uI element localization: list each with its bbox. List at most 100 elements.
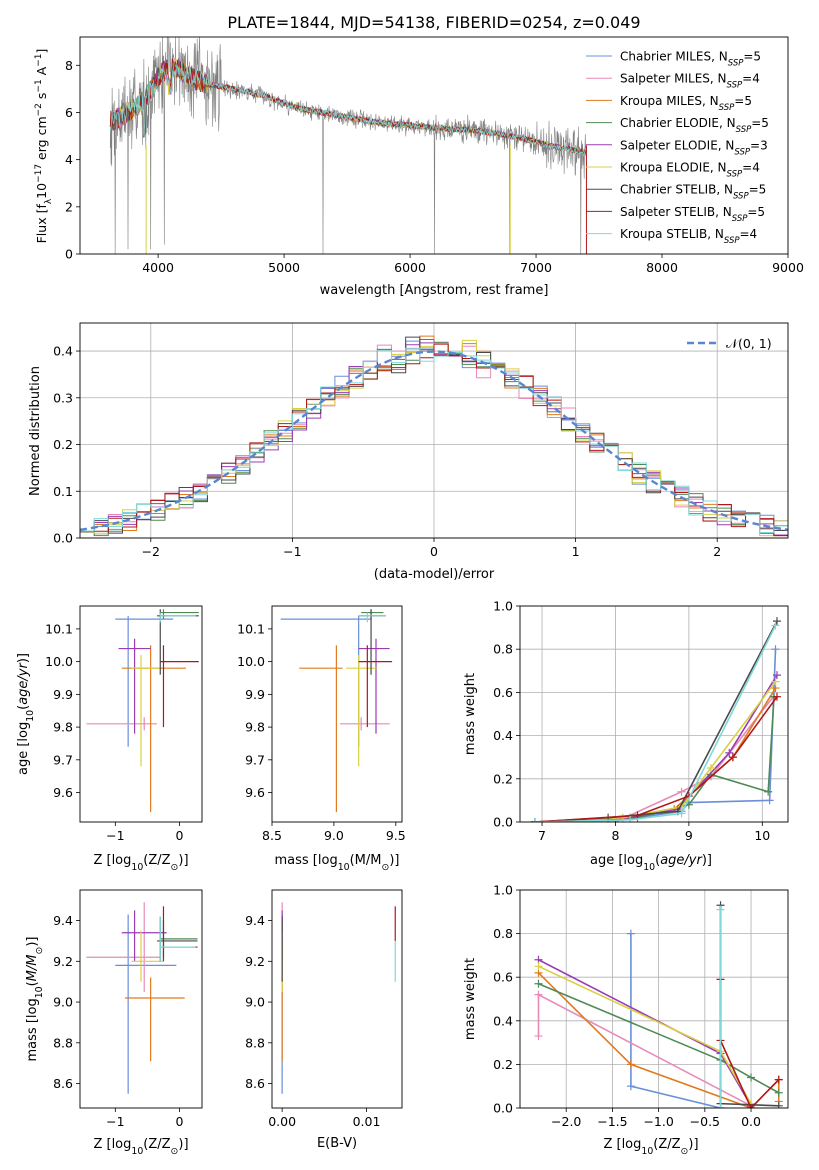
weight-marker [534,990,543,999]
y-axis-label: Normed distribution [28,366,43,496]
axis-label-part: 10 [131,1146,143,1157]
legend-count: =5 [734,94,752,108]
x-tick-label: 4000 [142,260,174,275]
axis-label-part: Flux [f [34,204,49,244]
y-tick-label: 0.1 [53,484,73,499]
axis-label-part: (Z/Z [653,1137,680,1152]
errorbar-point [160,609,199,620]
observed-spectrum [109,37,587,254]
legend-entry: Salpeter MILES, NSSP=4 [620,72,760,91]
x-tick-label: 9000 [772,260,804,275]
x-axis-label: E(B-V) [317,1136,357,1151]
y-tick-label: 0.6 [493,970,513,985]
legend-entry: Chabrier MILES, NSSP=5 [620,50,761,69]
errorbar-point [280,615,372,747]
axis-label-part: ] [34,49,49,54]
axis-label-part: ⊙ [171,1146,179,1157]
legend-label: Kroupa ELODIE, N [620,161,727,175]
y-tick-label: 8.6 [53,1076,73,1091]
axes-residuals: −2 −1 0 1 2 0.0 0.1 0.2 0.3 0.4 [53,322,789,559]
x-axis-label: (data-model)/error [374,567,495,582]
y-tick-label: 9.9 [53,687,73,702]
residual-histogram [80,347,788,533]
axis-label: mass [log10(M/M⊙)] [25,937,45,1062]
weight-marker [774,1101,783,1108]
errorbar-point [358,638,390,734]
axes-weight-vs-age: 7 8 9 10 0.0 0.2 0.4 0.6 0.8 1.0 [493,599,789,843]
axis-label: Z [log10(Z/Z⊙)] [93,853,188,873]
axis-label: Z [log10(Z/Z⊙)] [93,1137,188,1157]
axes-age-vs-mass: 8.5 9.0 9.5 9.6 9.7 9.8 9.9 10.0 10.1 [237,605,406,843]
weight-marker [772,671,781,680]
weight-marker [725,748,734,757]
errorbar-point [358,612,386,623]
weight-marker [728,753,737,762]
axes-spectrum: 4000 5000 6000 7000 8000 9000 0 2 4 6 8 [65,36,804,275]
errorbar-point [121,645,186,813]
x-tick-label: −1 [106,1114,124,1129]
axis-label-part: )] [688,1137,698,1152]
legend-sub: SSP [727,170,743,180]
y-axis-label: mass weight [463,958,478,1040]
x-tick-label: −1 [106,828,124,843]
weight-marker [716,905,725,914]
legend-label: Kroupa MILES, N [620,94,719,108]
axis-label-part: (Z/Z [143,1137,170,1152]
errorbar-point [358,645,393,728]
y-tick-label: 0.6 [493,685,513,700]
weight-line [534,620,778,822]
legend-label: Chabrier MILES, N [620,50,728,64]
weight-marker [677,787,686,796]
errorbar-point [131,930,164,982]
weight-marker [534,1032,543,1041]
x-tick-label: 7000 [520,260,552,275]
axis-label: mass [log10(M/M⊙)] [275,853,400,873]
weight-marker [772,617,781,626]
axes-frame [271,889,403,1109]
legend-entry: Kroupa MILES, NSSP=5 [620,94,752,113]
legend-label: Salpeter MILES, N [620,72,727,86]
weight-line [719,979,780,1108]
axes-frame [271,605,403,823]
weight-marker [747,1073,756,1082]
weight-marker [626,929,635,938]
y-tick-label: 9.8 [53,720,73,735]
axis-label: Z [log10(Z/Z⊙)] [603,1137,698,1157]
x-tick-label: 0 [430,544,438,559]
weight-marker [747,1104,756,1108]
errorbar-point [159,612,196,623]
axis-label-part: age/yr [660,853,703,868]
weight-line [534,625,777,822]
y-tick-label: 0.2 [493,771,513,786]
errorbar-point [118,638,151,734]
y-tick-label: 9.0 [53,995,73,1010]
x-tick-label: 0 [176,828,184,843]
axis-label-part: mass [log [275,853,338,868]
y-tick-label: 0.4 [493,728,513,743]
normal-curve [80,350,788,531]
plot-area [109,37,587,254]
legend-count: =4 [742,161,760,175]
y-tick-label: 0.0 [53,531,73,546]
y-tick-label: 10.1 [45,621,73,636]
y-tick-label: 8 [65,58,73,73]
weight-marker [774,1075,783,1084]
errorbar-point [361,609,384,620]
weight-marker [764,787,773,796]
axis-label-part: )] [702,853,712,868]
legend-count: =5 [743,50,761,64]
weight-marker [534,962,543,971]
legend-label: Chabrier STELIB, N [620,183,733,197]
legend-count: =4 [742,72,760,86]
axis-label-part: erg cm [34,116,49,164]
errorbar-point [160,906,198,962]
y-tick-label: 1.0 [493,599,513,614]
y-tick-label: 0.8 [493,926,513,941]
x-tick-label: 9.5 [386,828,406,843]
legend-entry: Salpeter ELODIE, NSSP=3 [620,138,768,157]
plot-area [281,902,396,1094]
weight-marker [771,677,780,686]
weight-line [538,965,752,1105]
axis-label-part: Z [log [603,1137,641,1152]
axis-label-part: Z [log [93,853,131,868]
